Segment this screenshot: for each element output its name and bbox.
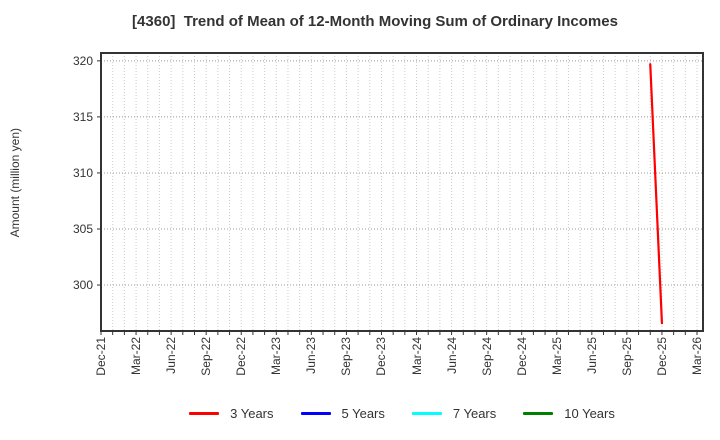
x-tick-label: Dec-22 [234,337,249,376]
legend-item-7-years: 7 Years [411,406,497,421]
legend-item-3-years: 3 Years [189,406,274,421]
y-axis-ticks: 300 305 310 315 320 [51,0,93,440]
x-tick-label: Jun-25 [584,337,599,374]
x-tick-label: Sep-23 [339,337,354,376]
x-tick-label: Sep-25 [619,337,634,376]
chart-title: [4360] Trend of Mean of 12-Month Moving … [132,13,618,30]
legend-item-5-years: 5 Years [300,406,385,421]
x-tick-label: Jun-24 [444,337,459,374]
x-tick-label: Mar-24 [409,337,424,376]
x-tick-label: Mar-22 [129,337,144,376]
legend-label: 7 Years [452,406,497,421]
legend-item-10-years: 10 Years [523,406,615,421]
y-tick-label: 320 [72,53,93,68]
x-tick-label: Dec-23 [374,337,389,376]
legend-line-swatch [300,412,331,415]
legend-label: 3 Years [230,406,274,421]
y-tick-label: 315 [72,109,93,124]
x-tick-label: Mar-25 [549,337,564,376]
legend-label: 10 Years [564,406,615,421]
x-tick-label: Mar-26 [690,337,704,376]
legend: 3 Years 5 Years 7 Years 10 Years [101,406,703,421]
x-tick-label: Dec-25 [654,337,669,376]
series-line-3-years [649,63,664,325]
legend-line-swatch [523,412,554,415]
x-tick-label: Dec-24 [514,337,529,376]
legend-line-swatch [411,412,442,415]
x-tick-label: Jun-22 [164,337,179,374]
plot-border [100,52,704,332]
x-tick-label: Sep-24 [479,337,494,376]
y-tick-label: 305 [72,221,93,236]
y-tick-label: 310 [72,165,93,180]
x-tick-label: Jun-23 [304,337,319,374]
y-tick-label: 300 [72,278,93,293]
legend-label: 5 Years [341,406,385,421]
x-tick-label: Mar-23 [269,337,284,376]
legend-line-swatch [189,412,220,415]
x-tick-label: Dec-21 [94,337,108,376]
x-tick-label: Sep-22 [199,337,214,376]
